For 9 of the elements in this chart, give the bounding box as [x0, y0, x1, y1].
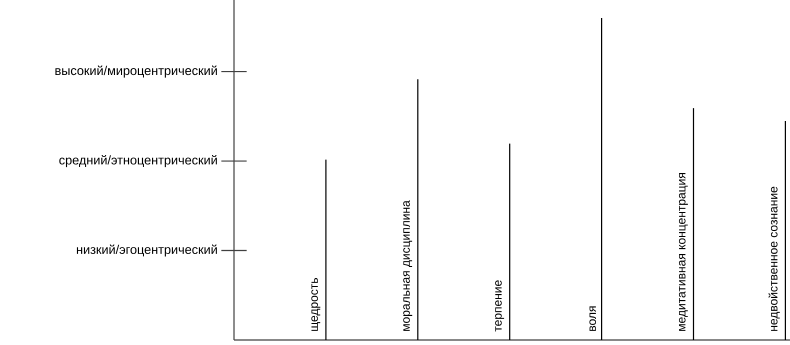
text: высокий/мироцентрический [55, 66, 217, 78]
x-tick-label: терпение [495, 280, 504, 332]
x-tick-label: моральная дисциплина [403, 200, 412, 331]
text: средний/этноцентрический [59, 155, 217, 168]
x-tick-label: медитативная концентрация [678, 173, 688, 331]
x-tick-label: недвойственное сознание [768, 186, 780, 331]
text: низкий/эгоцентрический [76, 244, 217, 257]
x-tick-label: щедрость [311, 278, 320, 331]
x-tick-label: воля [589, 306, 596, 331]
